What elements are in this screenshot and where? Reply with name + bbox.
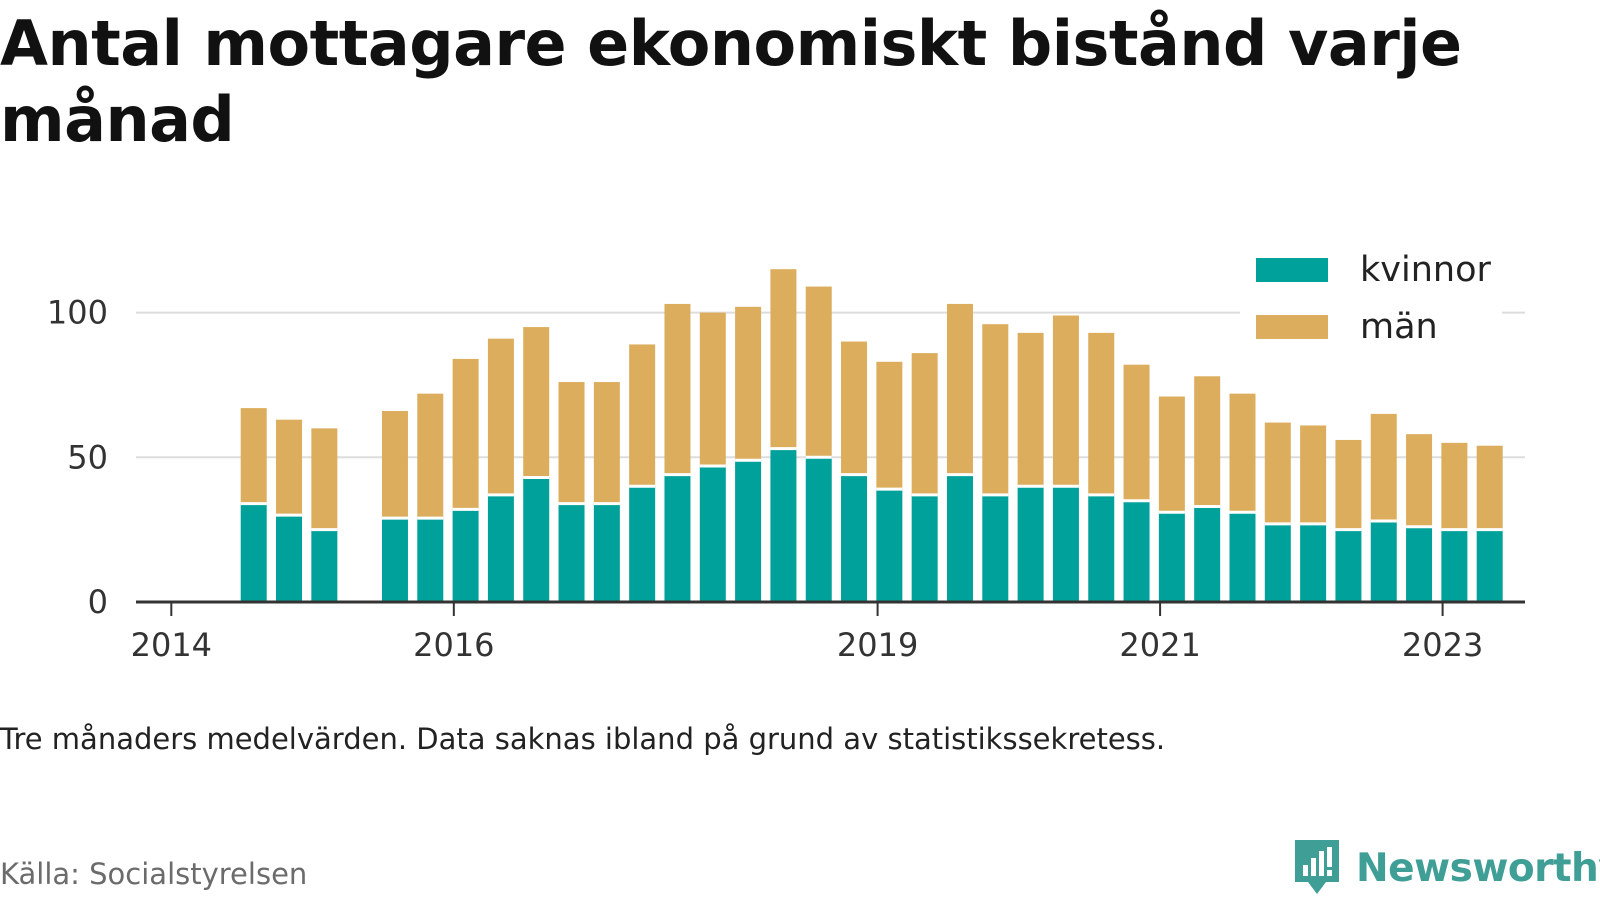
bars xyxy=(240,269,1503,602)
bar-man xyxy=(770,269,797,449)
legend-label: män xyxy=(1360,307,1438,347)
bar-kvinnor xyxy=(911,494,938,602)
bar-kvinnor xyxy=(240,503,267,602)
bar-kvinnor xyxy=(1335,529,1362,602)
bar-kvinnor xyxy=(311,529,338,602)
bar-man xyxy=(487,338,514,495)
newsworthy-logo-icon xyxy=(1295,840,1339,894)
bar-kvinnor xyxy=(1406,526,1433,602)
bar-kvinnor xyxy=(876,489,903,602)
bar-kvinnor xyxy=(1158,512,1185,602)
chart-title: Antal mottagare ekonomiskt bistånd varje… xyxy=(0,7,1462,156)
bar-man xyxy=(1158,396,1185,513)
brand-logo[interactable]: Newsworthy xyxy=(1292,838,1600,898)
chart: 0 50 100 2014 2016 2019 2021 2023 kvinnor män xyxy=(46,238,1525,664)
bar-man xyxy=(1017,332,1044,487)
bar-kvinnor xyxy=(1194,506,1221,602)
bar-man xyxy=(523,327,550,478)
bar-kvinnor xyxy=(770,448,797,602)
bar-kvinnor xyxy=(1476,529,1503,602)
bar-man xyxy=(240,408,267,504)
bar-man xyxy=(629,344,656,487)
bar-kvinnor xyxy=(558,503,585,602)
axes: 0 50 100 2014 2016 2019 2021 2023 xyxy=(47,294,1525,664)
bar-man xyxy=(558,382,585,504)
bar-kvinnor xyxy=(417,518,444,602)
bar-kvinnor xyxy=(593,503,620,602)
bar-man xyxy=(1476,445,1503,530)
bar-kvinnor xyxy=(629,486,656,602)
bar-man xyxy=(452,358,479,510)
bar-kvinnor xyxy=(735,460,762,602)
bar-man xyxy=(1370,413,1397,521)
legend-swatch xyxy=(1256,315,1328,339)
bar-kvinnor xyxy=(1088,494,1115,602)
bar-man xyxy=(1406,434,1433,527)
bar-kvinnor xyxy=(1229,512,1256,602)
bar-kvinnor xyxy=(381,518,408,602)
bar-man xyxy=(593,382,620,504)
bar-kvinnor xyxy=(276,515,303,602)
bar-man xyxy=(1229,393,1256,513)
bar-man xyxy=(1264,422,1291,524)
bar-man xyxy=(982,324,1009,495)
bar-kvinnor xyxy=(1017,486,1044,602)
x-tick-label: 2014 xyxy=(131,626,212,664)
x-tick-label: 2021 xyxy=(1119,626,1200,664)
bar-man xyxy=(311,428,338,530)
y-tick-label: 0 xyxy=(88,583,108,621)
bar-man xyxy=(1088,332,1115,495)
legend: kvinnor män xyxy=(1240,238,1502,360)
bar-man xyxy=(1335,439,1362,530)
source-credit: Källa: Socialstyrelsen xyxy=(0,857,308,891)
bar-man xyxy=(946,303,973,475)
bar-man xyxy=(664,303,691,475)
bar-man xyxy=(876,361,903,490)
bar-kvinnor xyxy=(1370,520,1397,602)
bar-man xyxy=(735,306,762,461)
bar-man xyxy=(1441,442,1468,530)
bar-kvinnor xyxy=(1264,523,1291,602)
bar-kvinnor xyxy=(841,474,868,602)
x-tick-label: 2016 xyxy=(413,626,494,664)
bar-kvinnor xyxy=(699,465,726,602)
bar-man xyxy=(276,419,303,516)
bar-man xyxy=(1194,376,1221,507)
bar-man xyxy=(381,411,408,519)
bar-kvinnor xyxy=(487,494,514,602)
x-tick-label: 2023 xyxy=(1402,626,1483,664)
bar-man xyxy=(1300,425,1327,524)
y-tick-label: 100 xyxy=(47,294,108,332)
bar-kvinnor xyxy=(805,457,832,602)
bar-kvinnor xyxy=(1052,486,1079,602)
bar-kvinnor xyxy=(1441,529,1468,602)
x-tick-label: 2019 xyxy=(837,626,918,664)
bar-kvinnor xyxy=(946,474,973,602)
bar-man xyxy=(1123,364,1150,501)
bar-man xyxy=(1052,315,1079,487)
y-tick-label: 50 xyxy=(67,438,108,476)
bar-man xyxy=(805,286,832,458)
legend-swatch xyxy=(1256,258,1328,282)
bar-kvinnor xyxy=(452,509,479,602)
bar-kvinnor xyxy=(664,474,691,602)
bar-man xyxy=(699,312,726,466)
legend-label: kvinnor xyxy=(1360,250,1491,290)
chart-note: Tre månaders medelvärden. Data saknas ib… xyxy=(0,722,1166,756)
bar-man xyxy=(911,353,938,495)
bar-kvinnor xyxy=(523,477,550,602)
bar-man xyxy=(841,341,868,475)
bar-kvinnor xyxy=(1123,500,1150,602)
bar-man xyxy=(417,393,444,519)
brand-name: Newsworthy xyxy=(1356,845,1600,891)
bar-kvinnor xyxy=(1300,523,1327,602)
bar-kvinnor xyxy=(982,494,1009,602)
